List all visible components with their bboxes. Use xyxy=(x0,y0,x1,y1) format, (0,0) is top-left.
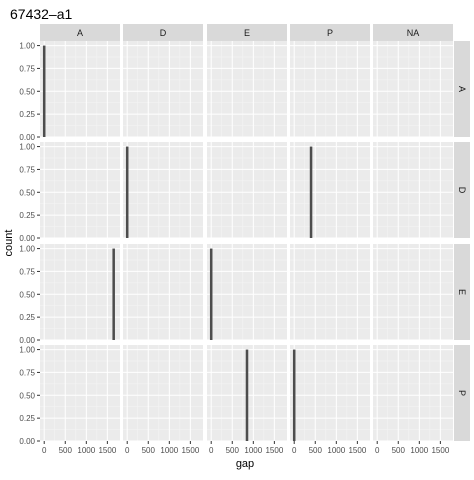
col-strip-a xyxy=(40,24,120,41)
x-tick-label: 1500 xyxy=(348,446,366,455)
col-strip-label: D xyxy=(160,28,167,38)
panel-d-na xyxy=(373,142,453,238)
y-tick-label: 0.50 xyxy=(19,290,35,299)
panel-a-a xyxy=(40,41,120,137)
panel-e-a xyxy=(40,244,120,340)
x-tick-label: 1000 xyxy=(77,446,95,455)
y-tick-label: 0.75 xyxy=(19,267,35,276)
col-strip-label: E xyxy=(244,28,250,38)
col-strip-p xyxy=(290,24,370,41)
y-tick-label: 0.25 xyxy=(19,313,35,322)
row-strip-label: P xyxy=(457,390,467,396)
panel-e-p xyxy=(290,244,370,340)
x-tick-label: 1000 xyxy=(244,446,262,455)
panel-d-p xyxy=(290,142,370,238)
y-tick-label: 1.00 xyxy=(19,42,35,51)
panel-e-na xyxy=(373,244,453,340)
x-tick-label: 1000 xyxy=(327,446,345,455)
panel-d-a xyxy=(40,142,120,238)
y-tick-label: 0.25 xyxy=(19,414,35,423)
col-strip-d xyxy=(123,24,203,41)
bar-p-e xyxy=(245,349,249,441)
y-tick-label: 0.50 xyxy=(19,391,35,400)
panel-p-p xyxy=(290,345,370,441)
y-tick-label: 1.00 xyxy=(19,143,35,152)
y-tick-label: 0.00 xyxy=(19,133,35,142)
panel-a-na xyxy=(373,41,453,137)
y-tick-label: 0.25 xyxy=(19,110,35,119)
row-strip-e xyxy=(454,244,470,340)
row-strip-label: D xyxy=(457,187,467,194)
bar-a-a xyxy=(42,45,46,138)
panel-a-d xyxy=(123,41,203,137)
y-tick-label: 0.75 xyxy=(19,165,35,174)
x-tick-label: 1500 xyxy=(98,446,116,455)
row-strip-p xyxy=(454,345,470,441)
y-tick-label: 1.00 xyxy=(19,245,35,254)
bar-d-d xyxy=(125,146,129,238)
x-tick-label: 0 xyxy=(292,446,297,455)
y-tick-label: 0.00 xyxy=(19,437,35,446)
x-tick-label: 1000 xyxy=(160,446,178,455)
row-strip-label: E xyxy=(457,289,467,295)
x-tick-label: 0 xyxy=(125,446,130,455)
panel-a-e xyxy=(207,41,287,137)
x-tick-label: 0 xyxy=(375,446,380,455)
col-strip-label: P xyxy=(327,28,333,38)
y-tick-label: 0.50 xyxy=(19,188,35,197)
y-tick-label: 0.75 xyxy=(19,64,35,73)
x-tick-label: 1000 xyxy=(410,446,428,455)
x-tick-label: 500 xyxy=(226,446,240,455)
col-strip-na xyxy=(373,24,453,41)
panel-p-a xyxy=(40,345,120,441)
x-tick-label: 1500 xyxy=(431,446,449,455)
col-strip-e xyxy=(207,24,287,41)
bar-e-e xyxy=(209,248,213,340)
col-strip-label: A xyxy=(77,28,83,38)
y-tick-label: 0.00 xyxy=(19,234,35,243)
x-axis-label: gap xyxy=(236,458,254,470)
y-axis-label: count xyxy=(3,230,15,257)
row-strip-d xyxy=(454,142,470,238)
x-tick-label: 500 xyxy=(309,446,323,455)
y-tick-label: 0.25 xyxy=(19,211,35,220)
panel-p-d xyxy=(123,345,203,441)
bar-p-p xyxy=(292,349,296,441)
bar-d-p xyxy=(309,146,313,238)
panel-e-e xyxy=(207,244,287,340)
y-tick-label: 0.75 xyxy=(19,368,35,377)
x-tick-label: 0 xyxy=(209,446,214,455)
panel-d-e xyxy=(207,142,287,238)
panel-a-p xyxy=(290,41,370,137)
facet-panels: A D E P NAADEP0.000.250.500.751.000.000.250.… xyxy=(19,24,470,455)
x-tick-label: 500 xyxy=(59,446,73,455)
bar-e-a xyxy=(112,248,115,340)
y-tick-label: 0.00 xyxy=(19,336,35,345)
x-tick-label: 500 xyxy=(142,446,156,455)
panel-e-d xyxy=(123,244,203,340)
x-tick-label: 500 xyxy=(392,446,406,455)
panel-d-d xyxy=(123,142,203,238)
col-strip-label: NA xyxy=(407,28,420,38)
x-tick-label: 1500 xyxy=(181,446,199,455)
chart-title: 67432–a1 xyxy=(10,6,73,22)
x-tick-label: 1500 xyxy=(265,446,283,455)
panel-p-na xyxy=(373,345,453,441)
y-tick-label: 0.50 xyxy=(19,87,35,96)
y-tick-label: 1.00 xyxy=(19,346,35,355)
x-tick-label: 0 xyxy=(42,446,47,455)
row-strip-a xyxy=(454,41,470,137)
row-strip-label: A xyxy=(457,86,467,92)
